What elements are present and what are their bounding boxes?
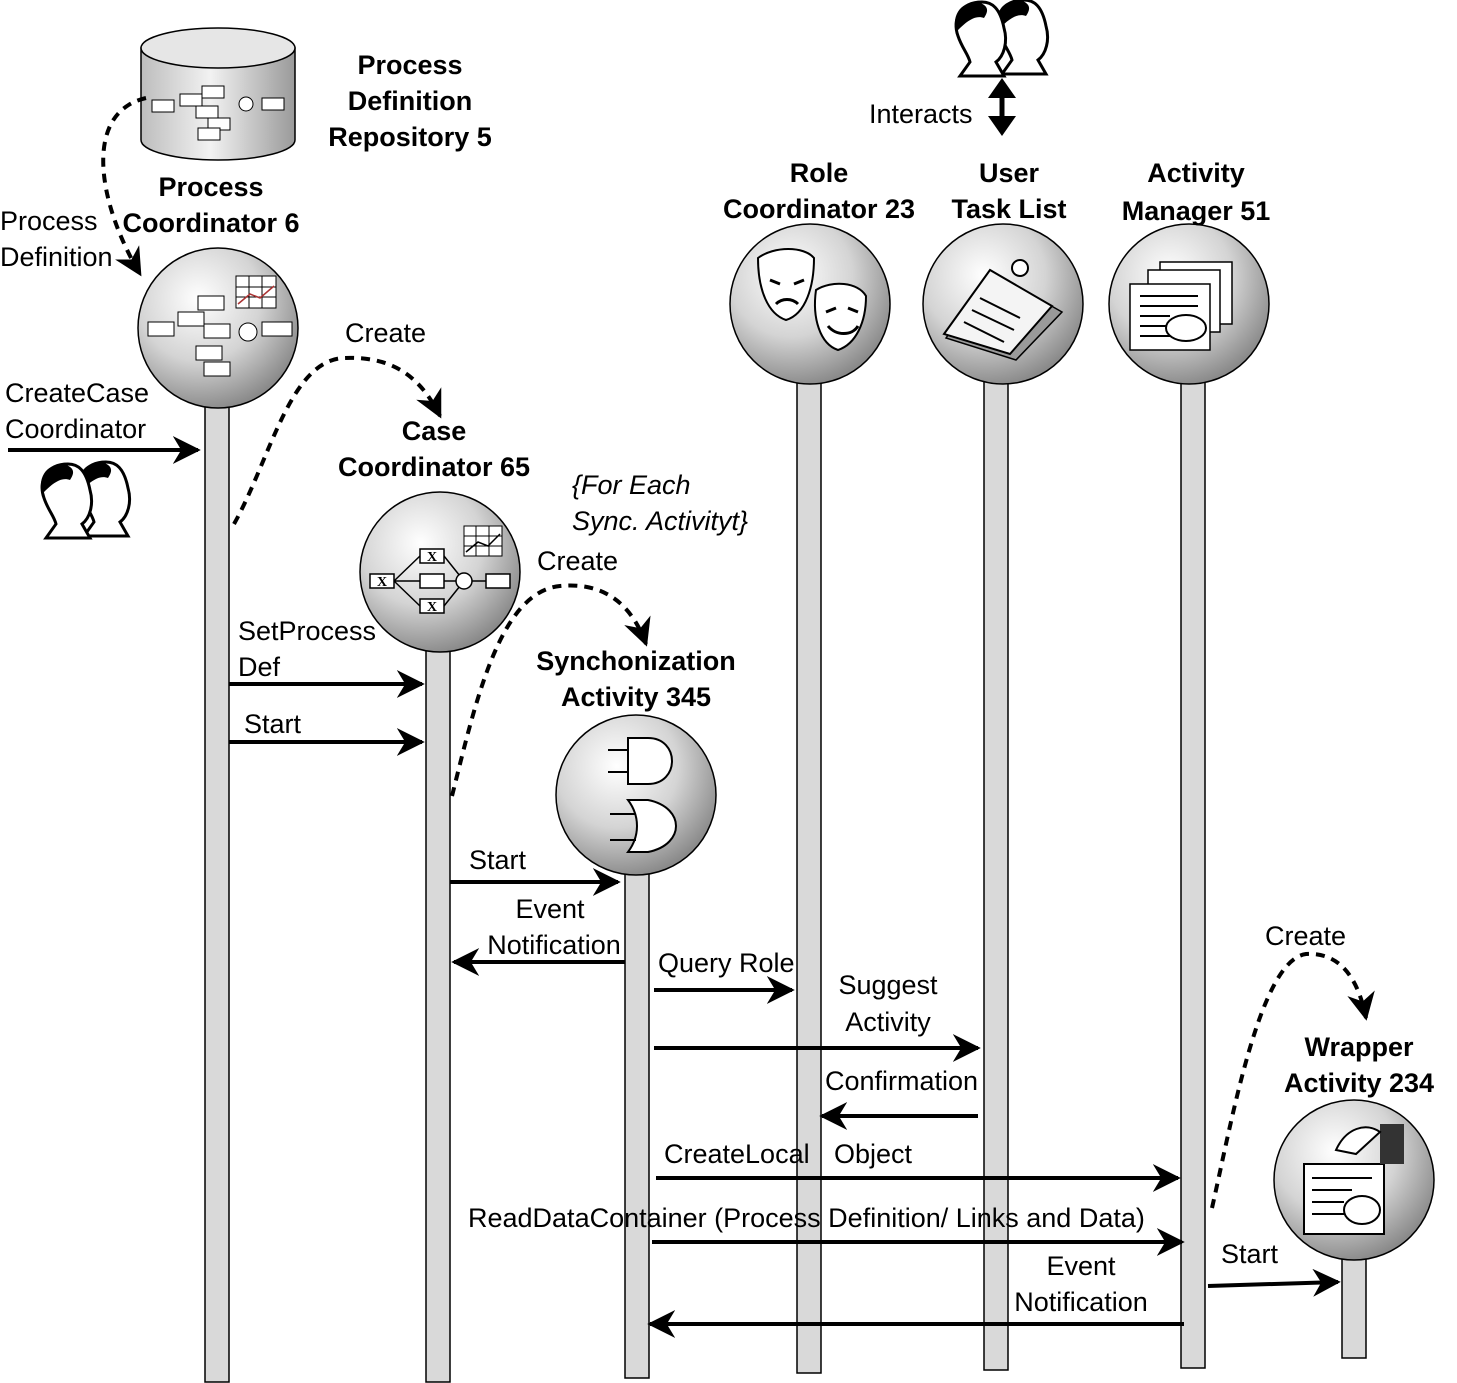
case-coordinator-title-line2: Coordinator 65: [338, 452, 530, 482]
role-coordinator-title-line1: Role: [790, 158, 849, 188]
label-start-2: Start: [469, 845, 527, 875]
user-task-list-title-line2: Task List: [951, 194, 1066, 224]
wrapper-activity-title-line1: Wrapper: [1304, 1032, 1414, 1062]
label-event-notification-2-line1: Event: [1046, 1251, 1116, 1281]
sync-activity-title-line1: Synchonization: [536, 646, 736, 676]
process-coordinator-title-line1: Process: [158, 172, 263, 202]
svg-text:X: X: [427, 600, 437, 615]
role-coordinator-sphere-icon: [729, 223, 891, 385]
repository-title-line3: Repository 5: [328, 122, 492, 152]
create-wrapper-curve: [1210, 951, 1375, 1209]
message-labels: Process Definition CreateCase Coordinato…: [0, 99, 1346, 1317]
create-sync-curve: [450, 583, 651, 797]
svg-text:X: X: [427, 550, 437, 565]
activity-manager-title-line1: Activity: [1147, 158, 1245, 188]
label-object: Object: [834, 1139, 913, 1169]
user-task-list-sphere-icon: [922, 223, 1084, 385]
lifeline-process-coordinator: [204, 401, 230, 1383]
label-create-1: Create: [345, 318, 426, 348]
sync-activity-title-line2: Activity 345: [561, 682, 711, 712]
case-coordinator-title-line1: Case: [402, 416, 467, 446]
label-interacts: Interacts: [869, 99, 973, 129]
user-group-icon-top: [953, 0, 1050, 78]
lifeline-user-task-list: [983, 377, 1009, 1371]
create-curves: [101, 96, 1375, 1209]
user-group-icon-left: [39, 460, 132, 540]
lifeline-wrapper-activity: [1341, 1251, 1367, 1359]
label-for-each-line2: Sync. Activityt}: [572, 506, 748, 536]
label-event-notification-1-line1: Event: [515, 894, 585, 924]
process-coordinator-sphere-icon: [137, 247, 299, 409]
label-suggest-activity-line2: Activity: [845, 1007, 931, 1037]
wrapper-activity-title-line2: Activity 234: [1284, 1068, 1434, 1098]
label-read-data-container: ReadDataContainer (Process Definition/ L…: [468, 1203, 1145, 1233]
case-coordinator-sphere-icon: X X X: [359, 491, 521, 653]
label-process-definition-line2: Definition: [0, 242, 113, 272]
label-create-2: Create: [537, 546, 618, 576]
actor-titles: Process Definition Repository 5 Process …: [122, 50, 1434, 1098]
lifeline-case-coordinator: [425, 644, 451, 1383]
label-event-notification-1-line2: Notification: [487, 930, 621, 960]
label-start-1: Start: [244, 709, 302, 739]
message-arrows: [8, 436, 1341, 1338]
process-definition-curve: [101, 96, 147, 277]
lifeline-activity-manager: [1180, 377, 1206, 1369]
process-coordinator-title-line2: Coordinator 6: [122, 208, 299, 238]
repository-title-line1: Process: [357, 50, 462, 80]
label-query-role: Query Role: [658, 948, 795, 978]
label-for-each-line1: {For Each: [572, 470, 691, 500]
label-set-process-def-line1: SetProcess: [238, 616, 376, 646]
role-coordinator-title-line2: Coordinator 23: [723, 194, 915, 224]
lifeline-sync-activity: [624, 867, 650, 1379]
label-create-3: Create: [1265, 921, 1346, 951]
wrapper-activity-sphere-icon: [1273, 1099, 1435, 1261]
label-create-case-line2: Coordinator: [5, 414, 146, 444]
sync-activity-sphere-icon: [555, 714, 717, 876]
label-set-process-def-line2: Def: [238, 652, 281, 682]
activity-manager-title-line2: Manager 51: [1122, 196, 1271, 226]
activity-manager-sphere-icon: [1108, 223, 1270, 385]
arrow-start-3: [1207, 1268, 1341, 1297]
user-task-list-title-line1: User: [979, 158, 1040, 188]
svg-text:X: X: [377, 575, 387, 590]
repository-title-line2: Definition: [348, 86, 472, 116]
lifeline-role-coordinator: [796, 377, 822, 1374]
label-process-definition-line1: Process: [0, 206, 98, 236]
label-create-local: CreateLocal: [664, 1139, 810, 1169]
interacts-double-arrow: [988, 78, 1016, 136]
label-start-3: Start: [1221, 1239, 1279, 1269]
label-event-notification-2-line2: Notification: [1014, 1287, 1148, 1317]
label-suggest-activity-line1: Suggest: [838, 970, 938, 1000]
repository-cylinder-icon: [140, 27, 296, 161]
label-create-case-line1: CreateCase: [5, 378, 149, 408]
label-confirmation: Confirmation: [825, 1066, 978, 1096]
create-case-curve: [232, 355, 442, 525]
